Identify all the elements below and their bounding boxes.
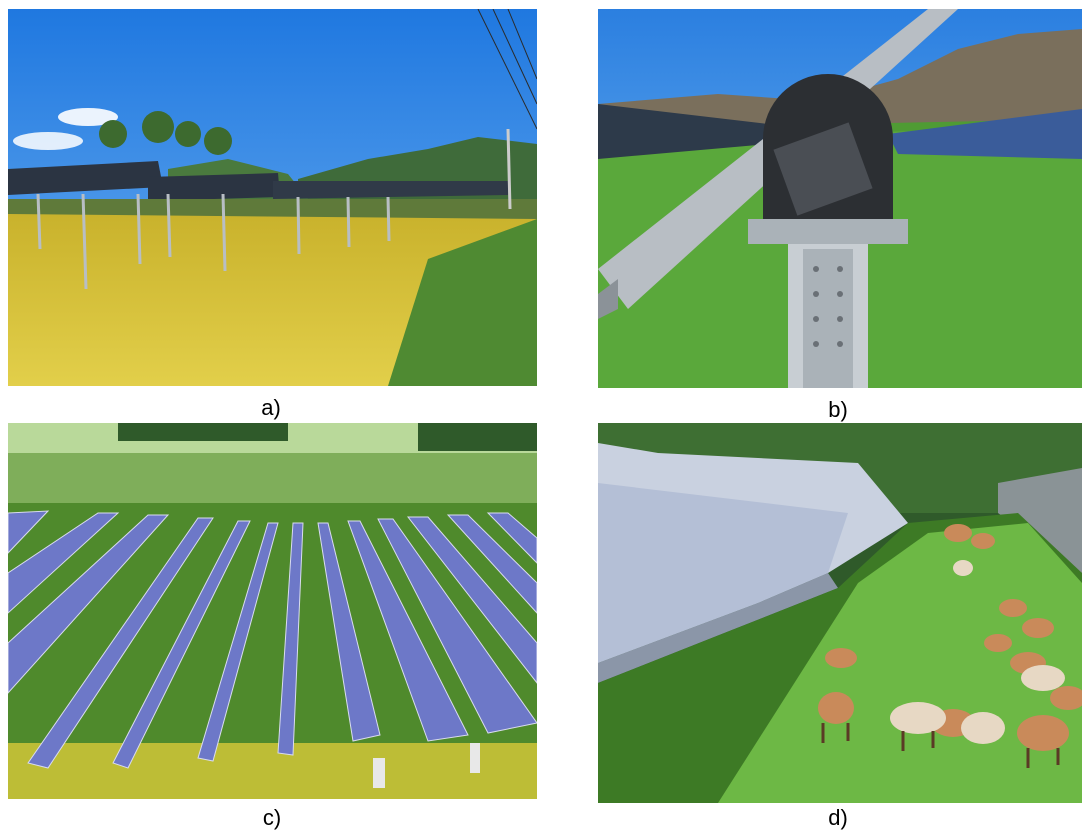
- photo-a-rice-field-solar: [8, 9, 537, 386]
- caption-b: b): [828, 397, 848, 422]
- photo-a-illustration: [8, 9, 537, 386]
- photo-d-illustration: [598, 423, 1082, 803]
- caption-a: a): [261, 395, 281, 420]
- photo-b-illustration: [598, 9, 1082, 388]
- photo-c-solar-rows-field: [8, 423, 537, 799]
- caption-c: c): [262, 805, 282, 830]
- photo-d-sheep-under-panels: [598, 423, 1082, 803]
- photo-b-tracker-bearing: [598, 9, 1082, 388]
- photo-c-illustration: [8, 423, 537, 799]
- caption-d: d): [828, 805, 848, 830]
